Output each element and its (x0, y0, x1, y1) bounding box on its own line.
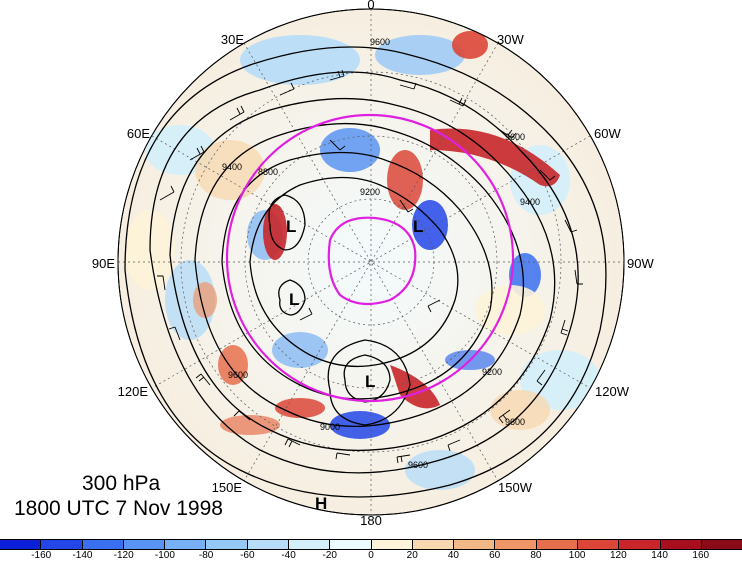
colorbar-tick-label: 160 (692, 550, 710, 561)
contour-label: 8800 (258, 167, 278, 177)
contour-label: 9400 (222, 162, 242, 172)
colorbar-box (165, 540, 207, 549)
lon-label-30w: 30W (497, 32, 524, 47)
colorbar-tick-label: 140 (651, 550, 668, 561)
colorbar-box (577, 540, 620, 549)
colorbar-box (371, 540, 413, 549)
lon-label-0: 0 (367, 0, 374, 12)
colorbar-box (82, 540, 124, 549)
colorbar-box (41, 540, 83, 549)
contour-label: 9200 (360, 187, 380, 197)
lon-label-150w: 150W (498, 480, 533, 495)
colorbar-tick-label: -120 (113, 550, 134, 561)
colorbar-tick-label: -160 (31, 550, 52, 561)
inner-jet-contour (327, 216, 417, 306)
lon-label-60e: 60E (127, 126, 150, 141)
height-contours (124, 46, 607, 498)
lon-label-90e: 90E (92, 256, 115, 271)
lon-label-60w: 60W (594, 126, 621, 141)
colorbar-tick-label: 60 (489, 550, 501, 561)
contour-label: 9200 (482, 367, 502, 377)
contour-label: 9600 (370, 37, 390, 47)
colorbar-tick-label: 80 (530, 550, 542, 561)
colorbar-tick-label: 0 (368, 550, 374, 561)
colorbar-box (454, 540, 496, 549)
colorbar-box (495, 540, 537, 549)
colorbar-box (206, 540, 248, 549)
colorbar-box (536, 540, 578, 549)
outer-jet-circle (225, 113, 515, 403)
colorbar-tick-label: -40 (281, 550, 296, 561)
high-marker: H (315, 494, 327, 513)
level-label: 300 hPa (82, 472, 161, 495)
contour-label: 9600 (505, 417, 525, 427)
lon-label-120e: 120E (118, 384, 149, 399)
lon-label-90w: 90W (627, 256, 654, 271)
colorbar-box (123, 540, 166, 549)
colorbar-tick-label: -100 (154, 550, 175, 561)
colorbar-box (247, 540, 289, 549)
colorbar-tick-label: 20 (406, 550, 418, 561)
contour-label: 9000 (320, 422, 340, 432)
colorbar-box (660, 540, 702, 549)
contour-label: 9400 (520, 197, 540, 207)
colorbar-tick-label: -20 (322, 550, 337, 561)
colorbar-tick-label: 120 (609, 550, 627, 561)
colorbar-labels: -160 -140 -120 -100 -80 -60 -40 -20 0 20 40 60 80 100… (0, 550, 742, 561)
colorbar-box (330, 540, 372, 549)
colorbar-tick-label: 40 (447, 550, 459, 561)
valid-time-label: 1800 UTC 7 Nov 1998 (14, 497, 223, 520)
lat-lon-grid (118, 9, 624, 515)
wind-barbs (157, 69, 583, 464)
colorbar (0, 539, 742, 550)
lon-label-30e: 30E (221, 32, 244, 47)
shaded-field (125, 31, 600, 490)
contour-label: 9600 (408, 460, 428, 470)
contour-label: 9600 (228, 370, 248, 380)
colorbar-tick-label: -60 (240, 550, 255, 561)
lon-label-180: 180 (360, 513, 382, 528)
lon-label-150e: 150E (212, 480, 243, 495)
colorbar-box (619, 540, 661, 549)
colorbar-box (288, 540, 331, 549)
low-marker: L (413, 217, 423, 236)
colorbar-box (412, 540, 455, 549)
low-marker: L (289, 290, 299, 309)
colorbar-tick-label: -80 (198, 550, 214, 561)
low-marker: L (286, 217, 296, 236)
contour-label: 9600 (505, 132, 525, 142)
colorbar-box (0, 540, 42, 549)
lon-label-120w: 120W (595, 384, 630, 399)
colorbar-box (701, 540, 742, 549)
colorbar-tick-label: 100 (568, 550, 586, 561)
low-marker: L (365, 372, 375, 391)
colorbar-tick-label: -140 (72, 550, 93, 561)
